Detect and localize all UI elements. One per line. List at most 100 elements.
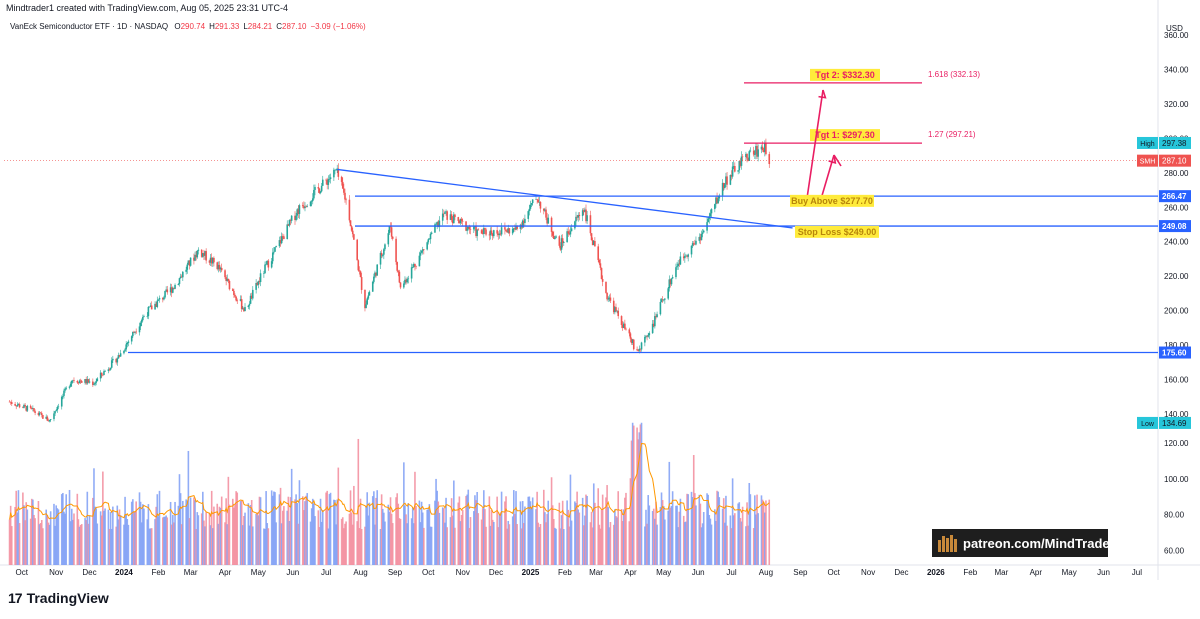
candle-body [99, 372, 102, 379]
x-tick-label: Sep [388, 568, 403, 577]
volume-bar [54, 525, 56, 565]
candle-body [32, 408, 34, 409]
volume-bar [388, 511, 391, 565]
arrow-head [828, 154, 837, 165]
volume-bar [545, 522, 547, 565]
tradingview-brand[interactable]: 17 TradingView [8, 590, 109, 606]
candle-body [202, 253, 204, 257]
candle-body [256, 283, 259, 285]
candle-body [636, 349, 638, 351]
volume-bar [274, 492, 276, 565]
candle-body [248, 303, 251, 306]
y-tick-label: 320.00 [1164, 100, 1189, 109]
volume-bar [443, 508, 445, 565]
volume-bar [37, 500, 40, 565]
candle-body [84, 379, 86, 383]
volume-bar [132, 499, 134, 565]
candle-body [335, 169, 337, 171]
volume-bar [48, 524, 51, 565]
volume-bar [615, 516, 617, 565]
candle-body [156, 300, 159, 307]
volume-bar [249, 505, 252, 565]
volume-bar [202, 491, 204, 565]
candle-body [625, 328, 627, 330]
candle-body [620, 316, 623, 325]
candle-body [95, 381, 97, 383]
candle-body [738, 161, 741, 171]
volume-bar [92, 497, 94, 565]
volume-bar [197, 515, 200, 565]
candle-body [92, 381, 94, 385]
candle-body [180, 276, 183, 278]
x-tick-label: Dec [489, 568, 503, 577]
candle-body [196, 250, 199, 258]
candle-body [436, 222, 438, 225]
volume-tick-label: 100.00 [1164, 475, 1189, 484]
volume-bar [329, 492, 332, 565]
candle-body [197, 249, 200, 251]
volume-bar [519, 501, 522, 565]
candle-body [173, 288, 175, 289]
volume-bar [279, 487, 282, 565]
candle-body [691, 243, 694, 246]
volume-bar [87, 523, 90, 565]
volume-bar [375, 497, 377, 565]
volume-bar [598, 524, 601, 565]
candle-body [435, 224, 437, 225]
volume-bar [458, 496, 461, 565]
candle-body [275, 246, 277, 248]
candle-body [200, 249, 203, 257]
candle-body [488, 234, 491, 236]
candle-body [266, 260, 269, 265]
instrument-legend: VanEck Semiconductor ETF · 1D · NASDAQ O… [10, 22, 366, 31]
volume-bar [367, 515, 370, 565]
candle-body [367, 295, 370, 299]
candle-body [645, 336, 647, 337]
candle-body [481, 233, 484, 235]
candle-body [427, 239, 430, 243]
candle-body [515, 226, 517, 230]
candle-body [513, 228, 515, 229]
volume-bar [294, 499, 296, 565]
candle-body [374, 272, 376, 277]
candle-body [420, 250, 423, 253]
candle-body [659, 301, 662, 315]
volume-bar [147, 504, 150, 565]
candle-body [170, 287, 173, 293]
volume-bar [210, 490, 213, 565]
candle-body [226, 278, 229, 281]
candle-body [212, 257, 214, 264]
volume-bar [436, 490, 438, 565]
candle-body [695, 240, 697, 245]
candle-body [186, 264, 189, 270]
candle-body [441, 213, 444, 221]
candle-body [102, 374, 104, 376]
volume-bar [383, 512, 385, 565]
volume-bar [33, 514, 35, 565]
candle-body [263, 273, 265, 274]
candle-body [48, 419, 51, 422]
volume-bar [143, 508, 145, 565]
candle-body [107, 369, 110, 371]
x-tick-label: Jun [1097, 568, 1110, 577]
volume-bar [554, 527, 556, 565]
volume-bar [625, 492, 627, 565]
candle-body [270, 261, 273, 268]
volume-bar [514, 513, 516, 565]
candle-body [717, 198, 719, 204]
candle-body [195, 254, 197, 258]
ohlc-item: L284.21 [243, 22, 272, 31]
target-arrow [805, 89, 824, 206]
candle-body [732, 166, 735, 167]
candle-body [506, 231, 508, 233]
volume-bar [109, 512, 112, 565]
candle-body [233, 290, 235, 295]
volume-bar [661, 500, 664, 565]
candle-body [303, 206, 305, 209]
price-label-name: Low [1141, 421, 1155, 428]
volume-bar [217, 523, 220, 565]
volume-bar [103, 510, 105, 565]
volume-bar [156, 494, 159, 565]
candle-body [364, 289, 366, 309]
